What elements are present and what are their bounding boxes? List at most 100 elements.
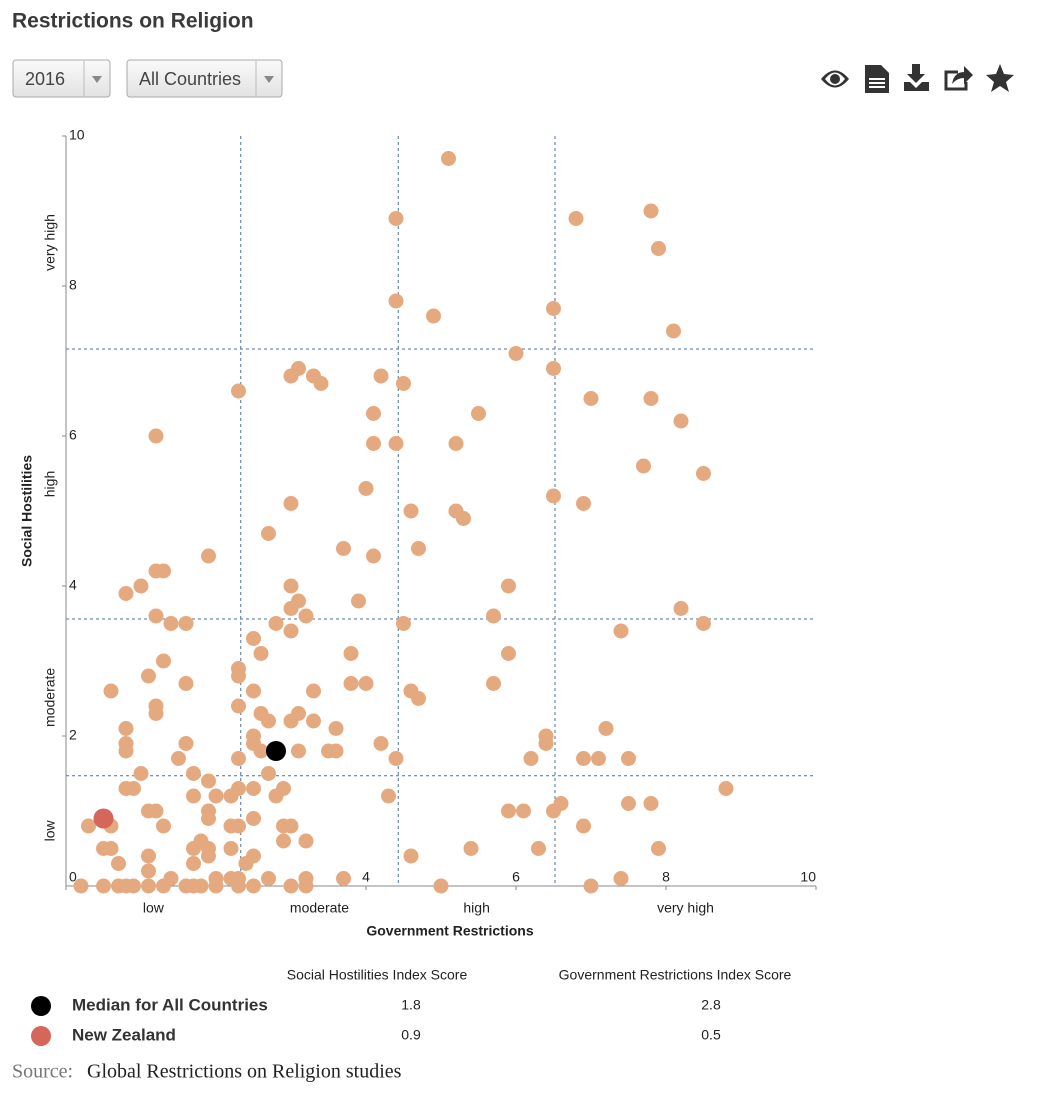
country-point [201,548,216,564]
country-point [133,578,149,594]
dropdown-arrow[interactable] [264,76,274,83]
toolbar [821,64,1014,93]
document-icon[interactable] [865,65,889,93]
country-point [276,833,291,849]
country-point [501,646,516,661]
country-point [636,458,651,474]
view-icon[interactable] [821,70,849,88]
country-point [103,841,119,856]
country-point [148,608,164,624]
country-point [358,481,374,496]
doc-line [869,78,885,80]
country-point [141,878,156,894]
country-point [156,653,171,669]
dropdown-box[interactable] [12,59,111,98]
country-point [673,601,689,616]
country-point [231,383,246,399]
x-tick-label: 0 [69,869,77,885]
legend-column-header: Social Hostilities Index Score [287,967,468,983]
dropdown-box[interactable] [126,59,283,98]
country-point [223,788,239,804]
country-point [253,743,269,759]
legend-value: 0.9 [401,1027,421,1043]
legend-label: New Zealand [72,1025,176,1044]
country-point [403,848,419,864]
country-point [583,878,599,894]
country-point [171,751,186,766]
country-point [343,646,359,661]
country-point [178,676,194,691]
country-point [516,803,531,819]
eye-outline[interactable] [821,70,849,88]
country-point [613,871,629,886]
year-dropdown[interactable]: 2016 [12,59,111,98]
y-tick-label: 2 [69,727,77,743]
country-point [673,413,689,429]
x-tick-label: 8 [662,869,670,885]
country-point [598,721,614,736]
country-point [246,631,261,646]
plot-area: 2 4 6 8 10 0 4 6 8 10 low moderate high very high low m… [19,127,817,939]
country-point [306,713,321,729]
y-axis-title: Social Hostilities [19,455,35,567]
download-tray[interactable] [904,82,929,91]
country-point [426,308,441,324]
country-point [396,616,411,631]
country-point [253,646,269,661]
download-icon[interactable] [904,64,929,91]
y-tick-label: 6 [69,427,77,443]
country-point [261,766,276,781]
y-category-label: very high [42,214,58,271]
country-point [208,878,224,894]
legend-marker [31,996,51,1016]
legend-value: 2.8 [701,997,721,1013]
country-point [283,713,299,729]
country-point [156,818,171,834]
country-point [96,878,111,894]
country-point [463,841,479,856]
country-point [186,841,201,856]
eye-pupil[interactable] [830,74,840,84]
favorite-icon[interactable] [986,64,1014,92]
country-point [568,211,584,226]
country-point [388,211,404,226]
x-axis-title: Government Restrictions [366,923,533,939]
x-tick-label: 10 [800,869,816,885]
country-point [261,526,276,541]
country-point [328,743,344,759]
share-arrow[interactable] [952,66,973,84]
country-point [358,676,374,691]
country-point [583,391,599,406]
country-point [531,841,546,856]
y-category-label: moderate [42,668,58,727]
country-point [546,361,561,376]
country-point [696,616,711,631]
country-point [718,781,734,796]
legend-value: 0.5 [701,1027,721,1043]
region-dropdown[interactable]: All Countries [126,59,283,98]
country-point [201,773,216,789]
y-tick-label: 8 [69,277,77,293]
highlight-point [266,741,286,761]
country-point [261,871,276,886]
download-arrow[interactable] [907,64,925,83]
country-point [141,668,156,684]
country-point [223,841,239,856]
dropdown-arrow[interactable] [92,76,102,83]
country-point [373,368,389,384]
country-point [201,811,216,826]
country-point [366,436,381,451]
country-point [351,593,366,609]
country-point [141,848,156,864]
country-point [373,736,389,751]
country-point [336,871,351,886]
country-point [651,241,666,256]
country-point [306,683,321,699]
y-category-label: high [42,471,58,497]
country-point [366,406,381,421]
country-point [201,848,216,864]
country-point [298,878,314,894]
share-icon[interactable] [944,66,973,91]
share-box[interactable] [944,70,968,91]
doc-line [869,82,885,84]
